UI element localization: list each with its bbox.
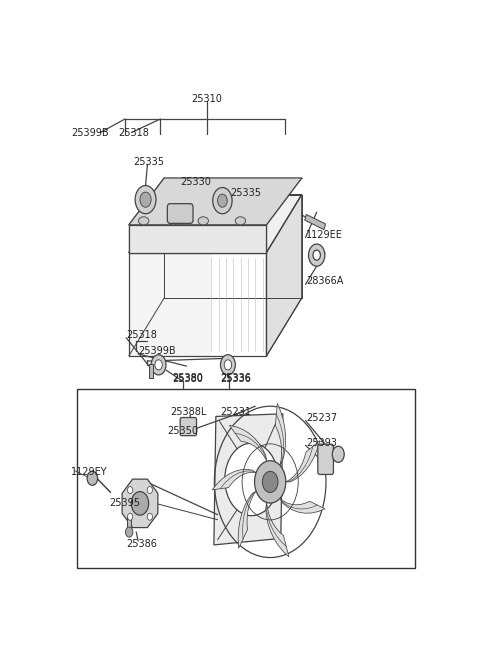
Polygon shape: [276, 403, 286, 465]
Ellipse shape: [168, 217, 179, 225]
Circle shape: [147, 513, 153, 520]
Text: 1129EE: 1129EE: [306, 230, 343, 240]
Bar: [127, 517, 132, 532]
Text: 25336: 25336: [221, 373, 252, 383]
Text: 25380: 25380: [172, 374, 203, 384]
Polygon shape: [266, 195, 302, 356]
Polygon shape: [280, 498, 325, 514]
FancyBboxPatch shape: [168, 204, 193, 223]
Text: 25310: 25310: [192, 94, 222, 103]
Ellipse shape: [139, 217, 149, 225]
Circle shape: [140, 192, 151, 207]
Bar: [149, 364, 154, 378]
Polygon shape: [238, 491, 256, 548]
Bar: [77, 389, 415, 568]
Circle shape: [213, 187, 232, 214]
Polygon shape: [129, 178, 302, 225]
Text: 25393: 25393: [306, 438, 337, 448]
Circle shape: [313, 250, 321, 260]
Text: 25395: 25395: [109, 498, 140, 508]
Polygon shape: [229, 425, 267, 461]
Text: 25335: 25335: [230, 188, 261, 198]
Text: 25318: 25318: [119, 128, 149, 138]
Circle shape: [128, 487, 133, 493]
Circle shape: [131, 491, 149, 515]
Circle shape: [155, 360, 162, 370]
Circle shape: [128, 513, 133, 520]
Text: 28366A: 28366A: [306, 276, 344, 286]
Polygon shape: [129, 225, 266, 253]
Text: 25335: 25335: [133, 157, 164, 167]
FancyBboxPatch shape: [318, 444, 334, 474]
Circle shape: [217, 194, 227, 207]
Bar: [305, 214, 325, 230]
Text: 25399B: 25399B: [138, 346, 176, 356]
Text: 25336: 25336: [221, 374, 252, 384]
Circle shape: [87, 471, 97, 485]
Text: 25237: 25237: [306, 413, 337, 422]
Text: 25330: 25330: [180, 177, 211, 187]
Circle shape: [147, 487, 153, 493]
Text: 25318: 25318: [126, 330, 157, 340]
Text: 1129EY: 1129EY: [71, 467, 108, 477]
FancyBboxPatch shape: [180, 417, 196, 436]
Circle shape: [224, 360, 232, 370]
Circle shape: [254, 460, 286, 503]
Polygon shape: [129, 253, 211, 356]
Polygon shape: [122, 479, 158, 527]
Ellipse shape: [198, 217, 208, 225]
Circle shape: [332, 446, 344, 462]
Text: 25386: 25386: [126, 538, 157, 549]
Polygon shape: [266, 502, 289, 557]
Circle shape: [220, 355, 235, 375]
Text: 25350: 25350: [167, 426, 198, 436]
Ellipse shape: [235, 217, 246, 225]
Polygon shape: [212, 470, 256, 490]
Circle shape: [135, 185, 156, 214]
Text: 25399B: 25399B: [71, 128, 109, 138]
Text: 25231: 25231: [221, 407, 252, 417]
Circle shape: [225, 443, 278, 515]
Text: 25388L: 25388L: [170, 407, 207, 417]
Circle shape: [125, 527, 133, 537]
Circle shape: [263, 472, 278, 493]
Polygon shape: [214, 414, 283, 545]
Circle shape: [309, 244, 325, 266]
Circle shape: [151, 355, 166, 375]
Text: 25380: 25380: [172, 373, 203, 383]
Polygon shape: [286, 441, 320, 482]
Polygon shape: [129, 195, 302, 253]
